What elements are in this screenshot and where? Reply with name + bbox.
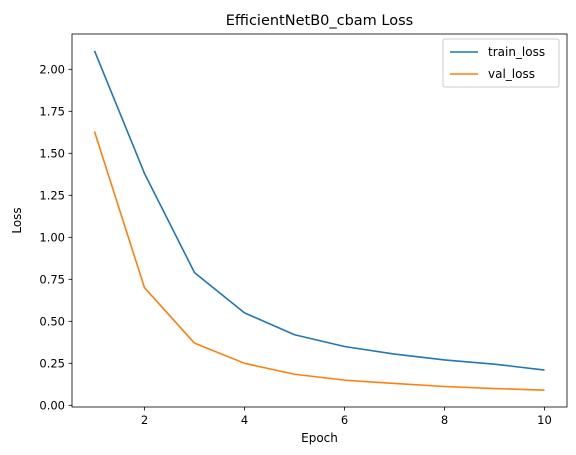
legend-items: train_loss val_loss: [450, 45, 545, 81]
y-tick-label: 0.50: [39, 314, 65, 328]
x-tick-label: 2: [141, 413, 148, 427]
legend-box: [442, 38, 560, 88]
y-tick-label: 1.00: [39, 230, 65, 244]
y-axis-label: Loss: [10, 207, 24, 233]
x-axis-label: Epoch: [301, 431, 338, 445]
y-tick-label: 2.00: [39, 62, 65, 76]
legend-label-val-loss: val_loss: [488, 67, 535, 81]
x-axis-ticks: 2 4 6 8 10: [141, 407, 552, 427]
y-tick-label: 1.50: [39, 146, 65, 160]
chart-title: EfficientNetB0_cbam Loss: [226, 13, 413, 29]
x-tick-label: 6: [341, 413, 348, 427]
x-tick-label: 4: [241, 413, 248, 427]
plot-frame: [71, 33, 568, 408]
y-tick-label: 0.75: [39, 272, 65, 286]
y-tick-label: 0.00: [39, 398, 65, 412]
legend: train_loss val_loss: [442, 38, 560, 88]
series-line-val-loss: [93, 131, 545, 391]
y-tick-label: 1.75: [39, 104, 65, 118]
x-tick-label: 8: [441, 413, 448, 427]
y-tick-label: 1.25: [39, 188, 65, 202]
legend-label-train-loss: train_loss: [488, 45, 545, 59]
y-axis-ticks: 0.00 0.25 0.50 0.75 1.00 1.25 1.50 1.75 2.00: [39, 62, 72, 412]
x-tick-label: 10: [537, 413, 552, 427]
series-line-train-loss: [93, 50, 545, 371]
plot-area: 2 4 6 8 10 0.00 0.25 0.50 0.75 1.00 1.25 1.50 1.75 2…: [39, 33, 568, 427]
series-lines: [93, 50, 545, 391]
y-tick-label: 0.25: [39, 356, 65, 370]
